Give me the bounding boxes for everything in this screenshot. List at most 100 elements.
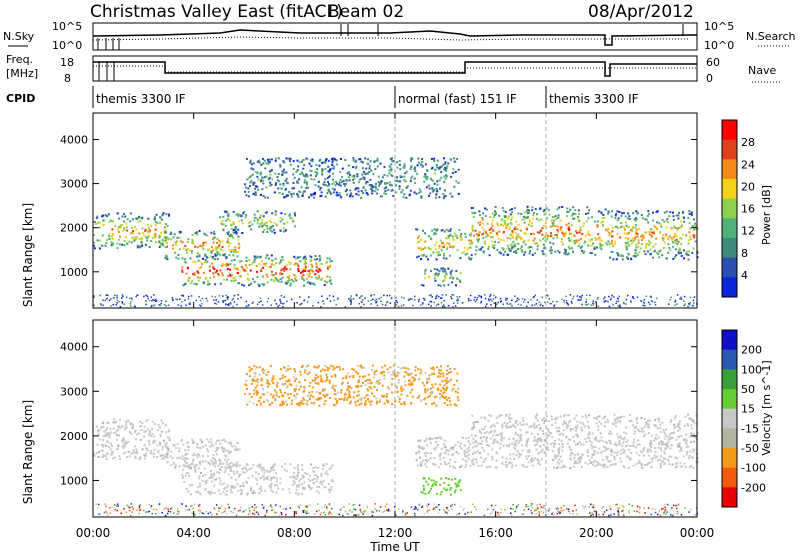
velocity-ytick-label-1: 2000	[60, 430, 88, 443]
nsearch-series	[92, 36, 690, 41]
nsky-label: N.Sky	[3, 30, 35, 43]
velocity-colorbar-cell-2	[722, 369, 737, 390]
velocity-colorbar: 200 100 50 15 -15 -50 -100 -200	[721, 329, 766, 508]
xtick-label-1: 04:00	[176, 526, 211, 540]
nsky-panel-frame	[92, 22, 698, 51]
xtick-label-3: 12:00	[378, 526, 413, 540]
power-colorbar-tick-6: 28	[741, 136, 755, 149]
velocity-colorbar-tick-2: 50	[741, 383, 755, 396]
velocity-echo-region-2	[181, 462, 334, 496]
power-panel: 1000 2000 3000 4000	[60, 112, 699, 309]
power-echo-region-5	[415, 228, 473, 261]
xtick-label-6: 00:00	[680, 526, 715, 540]
velocity-colorbar-label: Velocity [m s^-1]	[760, 360, 773, 455]
velocity-colorbar-cell-7	[722, 467, 737, 488]
power-colorbar-tick-3: 16	[741, 203, 755, 216]
power-colorbar-cell-3	[722, 179, 737, 200]
velocity-ytick-label-3: 4000	[60, 341, 88, 354]
nave-series	[93, 65, 697, 73]
velocity-echo-region-4	[415, 436, 472, 469]
velocity-colorbar-tick-5: -50	[741, 442, 759, 455]
power-ytick-label-1: 2000	[60, 222, 88, 235]
x-axis-label: Time UT	[369, 540, 420, 554]
nsky-series	[92, 29, 697, 46]
beam-title: Beam 02	[328, 2, 404, 22]
cpid-segment-0: themis 3300 IF	[96, 92, 186, 106]
velocity-colorbar-cell-1	[722, 349, 737, 370]
power-colorbar-tick-0: 4	[741, 269, 748, 282]
nave-tick-bottom: 0	[706, 72, 713, 85]
power-colorbar-cell-7	[722, 257, 737, 278]
freq-tick-top: 18	[60, 56, 74, 69]
velocity-echo-region-3	[244, 364, 460, 407]
velocity-echo-region-6	[470, 413, 699, 470]
nsearch-label: N.Search	[746, 30, 796, 43]
velocity-colorbar-frame	[721, 329, 738, 508]
nsky-tick-top: 10^5	[52, 20, 82, 33]
velocity-ground-noise	[95, 503, 698, 517]
velocity-colorbar-cell-6	[722, 448, 737, 469]
power-colorbar-cell-8	[722, 277, 737, 298]
velocity-colorbar-cell-8	[722, 487, 737, 508]
xtick-label-5: 20:00	[579, 526, 614, 540]
nave-tick-top: 60	[706, 56, 720, 69]
nsearch-tick-top: 10^5	[704, 20, 734, 33]
cpid-segment-2: themis 3300 IF	[549, 92, 639, 106]
velocity-colorbar-tick-1: 100	[741, 363, 762, 376]
power-echo-region-4	[244, 157, 460, 199]
velocity-colorbar-tick-6: -100	[741, 462, 766, 475]
velocity-echo-region-5	[420, 477, 462, 496]
nave-label: Nave	[748, 64, 776, 77]
power-ytick-label-3: 4000	[60, 133, 88, 146]
power-echo-region-8	[609, 210, 699, 261]
velocity-colorbar-cell-3	[722, 389, 737, 410]
power-colorbar-cell-6	[722, 238, 737, 259]
power-colorbar-tick-4: 20	[741, 180, 755, 193]
velocity-colorbar-tick-3: 15	[741, 403, 755, 416]
power-colorbar: 4 8 12 16 20 24 28	[721, 119, 755, 298]
velocity-colorbar-cell-0	[722, 330, 737, 351]
freq-tick-bottom: 8	[64, 72, 71, 85]
nsky-tick-bottom: 10^0	[52, 39, 82, 52]
velocity-colorbar-cell-5	[722, 428, 737, 449]
power-ytick-label-2: 3000	[60, 178, 88, 191]
velocity-colorbar-tick-0: 200	[741, 344, 762, 357]
power-colorbar-tick-5: 24	[741, 158, 755, 171]
velocity-panel: 1000 2000 3000 4000 00:00 04:00 08:00 12:00 16:0…	[60, 319, 715, 540]
cpid-label: CPID	[6, 92, 35, 105]
power-ground-noise	[93, 294, 698, 308]
power-echo-region-3	[219, 210, 297, 234]
freq-label-1: Freq.	[6, 53, 33, 66]
freq-label-2: [MHz]	[6, 67, 38, 80]
power-colorbar-tick-2: 12	[741, 225, 755, 238]
power-colorbar-cell-5	[722, 218, 737, 239]
power-colorbar-frame	[721, 119, 738, 298]
y-axis-label-power: Slant Range [km]	[21, 203, 35, 307]
power-colorbar-label: Power [dB]	[760, 185, 773, 245]
power-colorbar-cell-4	[722, 198, 737, 219]
freq-series	[93, 61, 697, 77]
power-ytick-label-0: 1000	[60, 266, 88, 279]
velocity-colorbar-tick-4: -15	[741, 422, 759, 435]
power-echo-region-6	[420, 267, 462, 287]
velocity-colorbar-cell-4	[722, 408, 737, 429]
power-echo-region-7	[470, 205, 611, 257]
y-axis-label-velocity: Slant Range [km]	[21, 400, 35, 504]
power-colorbar-cell-1	[722, 139, 737, 160]
velocity-ytick-label-0: 1000	[60, 474, 88, 487]
velocity-ytick-label-2: 3000	[60, 385, 88, 398]
station-title: Christmas Valley East (fitACF)	[90, 2, 343, 22]
power-colorbar-cell-2	[722, 159, 737, 180]
xtick-label-2: 08:00	[277, 526, 312, 540]
power-colorbar-cell-0	[722, 120, 737, 141]
power-colorbar-tick-1: 8	[741, 247, 748, 260]
freq-panel-frame	[92, 55, 698, 82]
velocity-colorbar-tick-7: -200	[741, 481, 766, 494]
cpid-segment-1: normal (fast) 151 IF	[398, 92, 517, 106]
power-echo-region-2	[181, 254, 334, 287]
date-title: 08/Apr/2012	[588, 2, 694, 22]
xtick-label-0: 00:00	[76, 526, 111, 540]
xtick-label-4: 16:00	[478, 526, 513, 540]
velocity-echo-region-0	[93, 418, 171, 460]
